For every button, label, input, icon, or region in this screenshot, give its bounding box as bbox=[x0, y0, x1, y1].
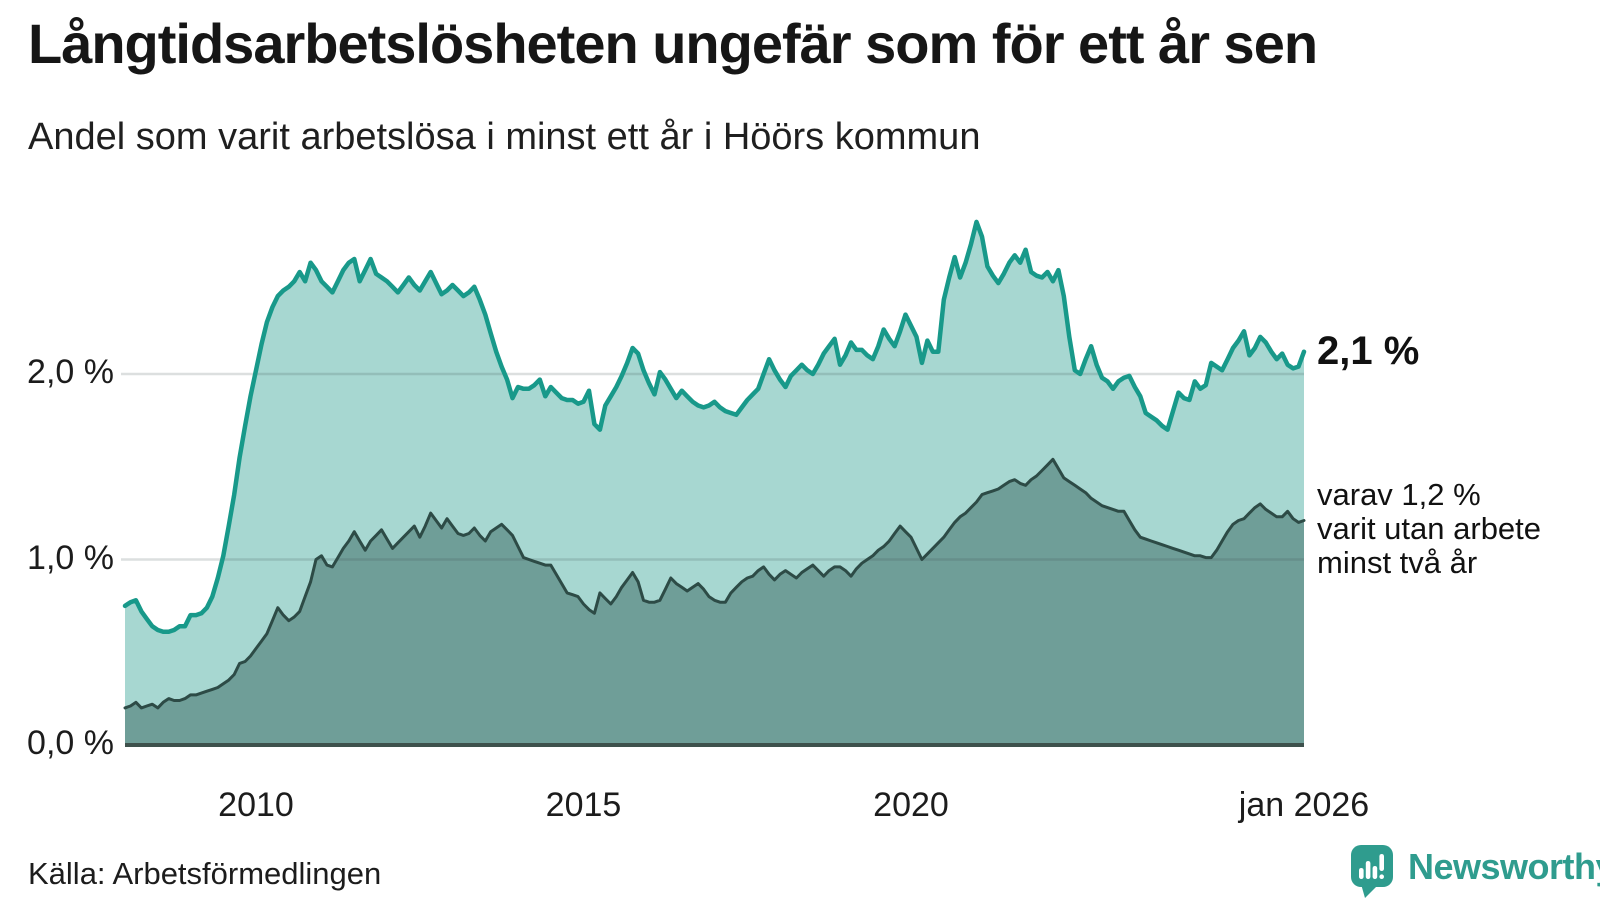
line-unemployed-one-year bbox=[122, 219, 1307, 635]
brand-logo: Newsworthy bbox=[1348, 842, 1600, 898]
area-fill-unemployed-two-years bbox=[125, 459, 1304, 745]
x-tick-label: jan 2026 bbox=[1238, 786, 1370, 824]
y-tick-label: 2,0 % bbox=[27, 353, 114, 391]
x-tick-label: 2010 bbox=[218, 786, 294, 824]
x-tick-label: 2015 bbox=[545, 786, 622, 824]
y-tick-label: 1,0 % bbox=[27, 538, 114, 577]
latest-value-label: 2,1 % bbox=[1317, 329, 1420, 373]
line-unemployed-two-years bbox=[123, 457, 1306, 710]
newsworthy-icon bbox=[1351, 845, 1393, 898]
brand-wordmark: Newsworthy bbox=[1408, 846, 1600, 887]
secondary-series-annotation: varav 1,2 % varit utan arbete minst två år bbox=[1317, 478, 1541, 580]
secondary-annotation-line: varit utan arbete bbox=[1317, 511, 1542, 546]
secondary-annotation-line: minst två år bbox=[1317, 545, 1478, 580]
page-title: Långtidsarbetslösheten ungefär som för e… bbox=[28, 12, 1318, 75]
y-tick-label: 0,0 % bbox=[27, 724, 114, 762]
source-credit: Källa: Arbetsförmedlingen bbox=[28, 856, 382, 891]
page-subtitle: Andel som varit arbetslösa i minst ett å… bbox=[28, 116, 981, 158]
secondary-annotation-line: varav 1,2 % bbox=[1317, 477, 1481, 512]
x-tick-label: 2020 bbox=[873, 786, 949, 824]
